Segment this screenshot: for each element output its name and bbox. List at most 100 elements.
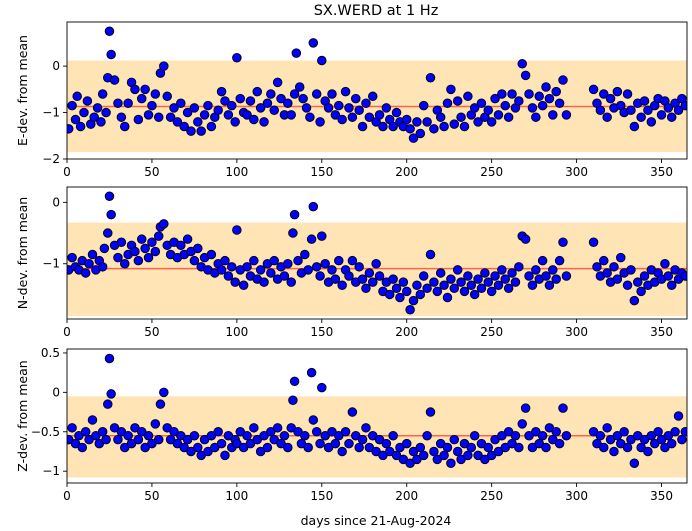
data-point xyxy=(116,112,127,122)
data-point xyxy=(497,89,507,99)
data-point xyxy=(288,228,298,238)
data-point xyxy=(459,286,470,297)
data-point xyxy=(639,271,650,281)
data-point xyxy=(452,265,463,275)
data-point xyxy=(286,277,296,287)
data-point xyxy=(143,110,154,120)
data-point xyxy=(330,438,341,449)
data-point xyxy=(351,93,361,104)
data-point xyxy=(99,243,110,254)
data-point xyxy=(179,121,189,132)
x-tick-label: 0 xyxy=(63,325,71,339)
data-point xyxy=(344,103,354,113)
data-point xyxy=(517,419,527,429)
data-point xyxy=(272,423,283,433)
data-point xyxy=(104,26,115,37)
data-point xyxy=(666,112,677,122)
data-point xyxy=(106,389,116,399)
data-point xyxy=(476,283,487,294)
data-point xyxy=(673,411,684,421)
data-point xyxy=(500,274,510,284)
x-axis-label: days since 21-Aug-2024 xyxy=(301,513,452,528)
data-point xyxy=(561,430,572,441)
data-point xyxy=(252,86,262,97)
data-point xyxy=(220,96,230,106)
data-point xyxy=(588,237,599,248)
data-point xyxy=(232,225,242,235)
y-tick-label: −2 xyxy=(42,152,60,166)
data-point xyxy=(520,403,531,413)
data-point xyxy=(435,268,446,278)
data-point xyxy=(104,191,115,201)
data-point xyxy=(548,110,558,120)
x-tick-label: 350 xyxy=(650,165,673,179)
data-point xyxy=(283,442,293,453)
data-point xyxy=(206,249,217,260)
data-point xyxy=(220,255,230,266)
data-point xyxy=(429,277,439,287)
data-point xyxy=(150,246,161,257)
data-point xyxy=(182,107,193,118)
data-point xyxy=(429,446,439,457)
data-point xyxy=(330,110,341,120)
data-point xyxy=(490,271,500,281)
data-point xyxy=(249,423,259,433)
data-point xyxy=(311,427,322,437)
data-point xyxy=(422,283,432,294)
data-point xyxy=(483,277,494,287)
data-point xyxy=(300,430,310,441)
data-point xyxy=(317,231,327,241)
data-point xyxy=(279,430,290,441)
data-point xyxy=(663,271,674,281)
plot-area xyxy=(67,191,687,316)
data-point xyxy=(104,353,115,364)
data-point xyxy=(136,93,147,104)
data-point xyxy=(311,89,322,99)
data-point xyxy=(469,430,480,441)
data-point xyxy=(182,234,193,244)
data-point xyxy=(337,280,347,290)
data-point xyxy=(67,423,77,433)
data-point xyxy=(334,255,344,266)
data-point xyxy=(276,93,286,104)
x-tick-label: 300 xyxy=(565,165,588,179)
data-point xyxy=(541,82,551,92)
data-point xyxy=(255,103,266,113)
data-point xyxy=(89,112,99,122)
data-point xyxy=(388,274,398,284)
data-point xyxy=(294,82,305,92)
data-point xyxy=(364,268,375,278)
data-point xyxy=(493,110,504,120)
data-point xyxy=(143,252,154,263)
y-tick-label: 0.5 xyxy=(41,346,60,360)
data-point xyxy=(466,442,477,453)
data-point xyxy=(558,403,568,413)
x-tick-label: 150 xyxy=(310,325,333,339)
data-point xyxy=(308,38,319,48)
data-point xyxy=(418,100,429,111)
data-point xyxy=(155,399,166,409)
data-point xyxy=(486,286,497,297)
y-axis-label: E-dev. from mean xyxy=(15,35,30,146)
data-point xyxy=(561,110,572,120)
data-point xyxy=(541,271,551,281)
data-point xyxy=(291,48,302,58)
plot-area xyxy=(67,353,687,478)
data-point xyxy=(266,268,276,278)
data-point xyxy=(262,98,273,109)
data-point xyxy=(636,112,646,122)
y-tick-label: 0 xyxy=(52,195,60,209)
data-point xyxy=(663,103,674,113)
data-point xyxy=(347,407,358,417)
data-point xyxy=(196,126,206,136)
data-point xyxy=(289,89,300,99)
data-point xyxy=(643,105,653,115)
x-tick-label: 250 xyxy=(480,165,503,179)
y-axis-label: Z-dev. from mean xyxy=(15,360,30,471)
data-point xyxy=(554,255,565,266)
data-point xyxy=(503,112,514,122)
data-point xyxy=(230,117,240,127)
data-point xyxy=(469,289,480,300)
data-point xyxy=(147,237,157,248)
data-point xyxy=(159,219,169,229)
